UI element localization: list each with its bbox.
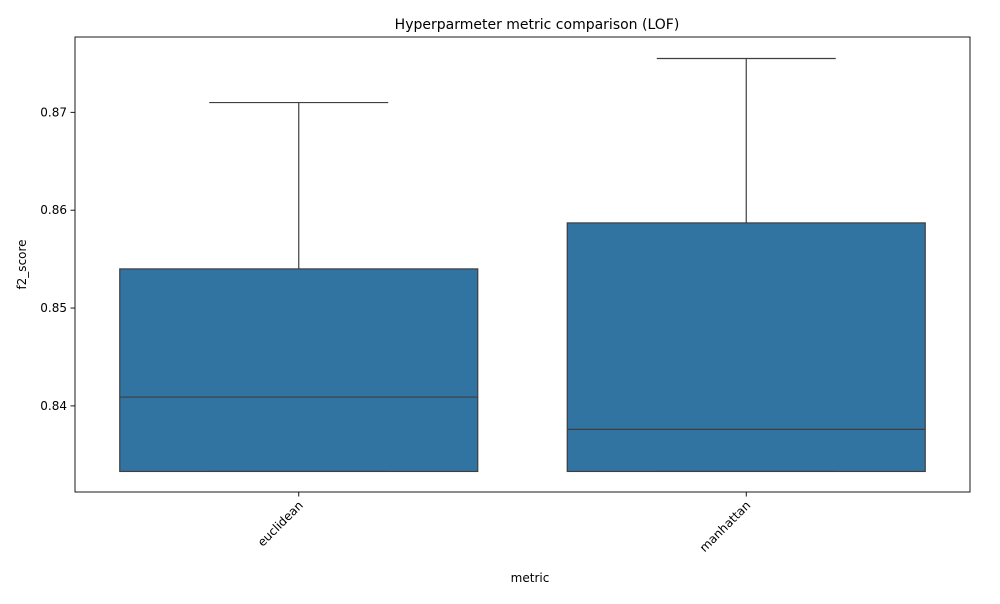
x-tick-label-manhattan: manhattan: [697, 498, 754, 555]
box-group-euclidean: [119, 101, 479, 473]
chart-title: Hyperparmeter metric comparison (LOF): [395, 17, 680, 33]
box-manhattan: [566, 222, 926, 473]
y-axis: 0.84 0.85 0.86 0.87: [40, 105, 75, 413]
y-tick-label: 0.86: [40, 203, 67, 217]
box-group-manhattan: [566, 57, 926, 473]
y-axis-label: f2_score: [15, 239, 29, 289]
y-tick-label: 0.84: [40, 399, 67, 413]
x-tick-label-euclidean: euclidean: [255, 498, 306, 549]
axes-frame: [74, 36, 971, 493]
y-tick-label: 0.87: [40, 105, 67, 119]
y-tick-label: 0.85: [40, 301, 67, 315]
box-euclidean: [119, 268, 479, 473]
x-axis: euclidean manhattan: [255, 492, 754, 555]
plot-area: [119, 57, 926, 473]
x-axis-label: metric: [511, 571, 550, 585]
